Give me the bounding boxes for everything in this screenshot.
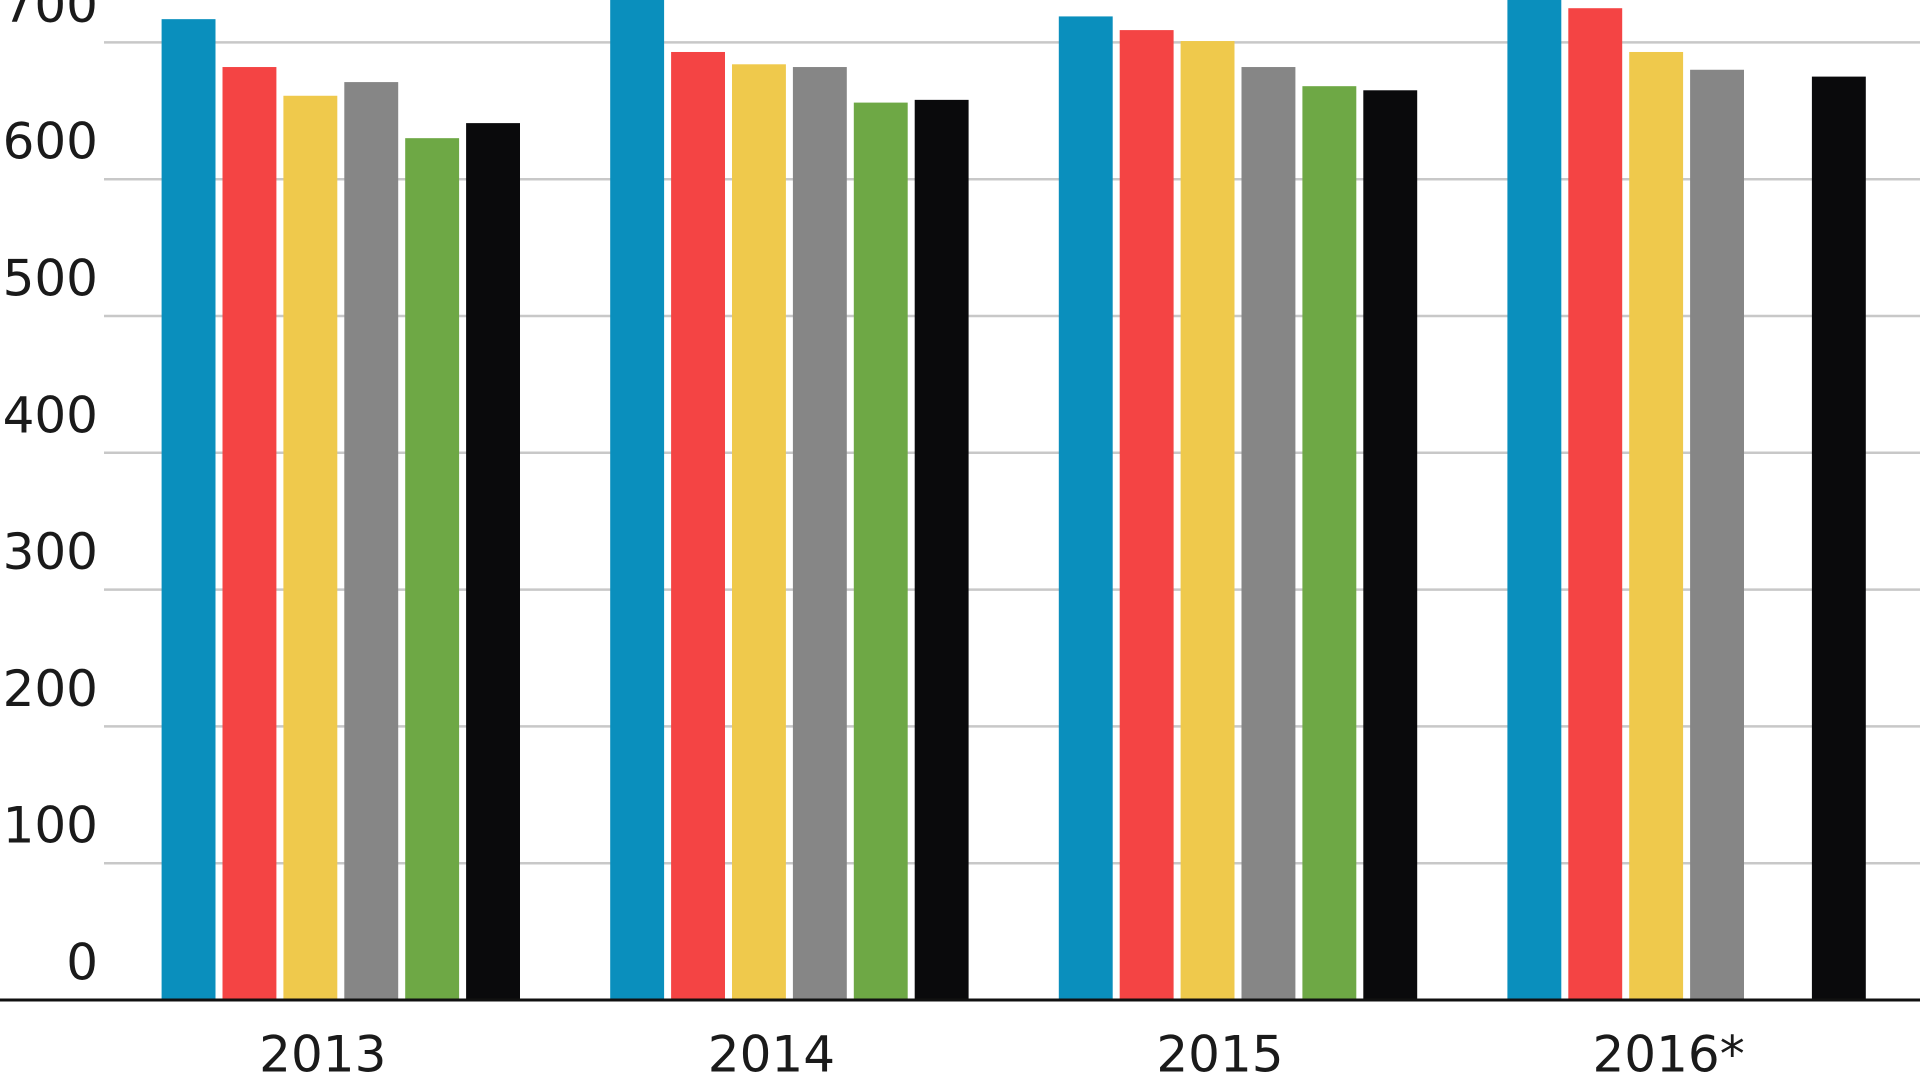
y-tick-label: 300 <box>3 523 98 581</box>
bar <box>732 64 786 1001</box>
bar <box>1241 67 1296 1000</box>
bar <box>1629 51 1684 1001</box>
bar <box>792 67 847 1000</box>
y-tick-label: 0 <box>66 934 98 992</box>
bar <box>1119 30 1174 1000</box>
bar <box>671 51 725 1001</box>
y-tick-label: 100 <box>3 797 98 855</box>
y-tick-label: 600 <box>3 113 98 171</box>
bar <box>1302 86 1357 1001</box>
bar <box>1363 90 1418 1000</box>
x-tick-label: 2015 <box>1156 1026 1283 1080</box>
bar <box>1507 0 1562 1001</box>
bar <box>466 123 520 1000</box>
bar <box>1690 69 1744 1000</box>
bar <box>1058 16 1113 1000</box>
bar <box>1811 76 1866 1001</box>
bar <box>283 95 338 1001</box>
bar <box>610 0 665 1000</box>
x-tick-label: 2013 <box>259 1026 386 1080</box>
bar <box>222 67 277 1000</box>
y-tick-label: 500 <box>3 250 98 308</box>
bar <box>914 99 969 1000</box>
x-tick-label: 2014 <box>708 1026 835 1080</box>
y-tick-label: 200 <box>3 660 98 718</box>
bar <box>1180 41 1235 1000</box>
bar <box>161 19 216 1000</box>
bar <box>1568 8 1623 1000</box>
bar <box>344 82 399 1000</box>
bar <box>853 102 908 1000</box>
bar <box>405 138 460 1001</box>
y-tick-label: 400 <box>3 386 98 444</box>
x-tick-label: 2016* <box>1592 1026 1744 1080</box>
y-tick-label: 700 <box>3 0 98 34</box>
